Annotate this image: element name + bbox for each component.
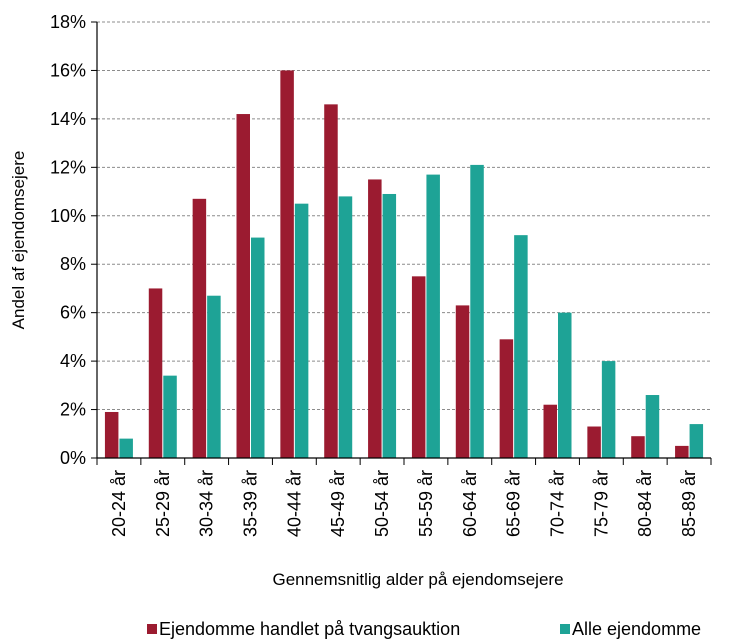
bar-tvangsauktion: [455, 305, 470, 458]
bar-alle-ejendomme: [601, 361, 616, 458]
bar-tvangsauktion: [675, 445, 689, 458]
y-tick-label: 14%: [50, 109, 86, 129]
bar-tvangsauktion: [543, 404, 557, 458]
bar-alle-ejendomme: [426, 174, 440, 458]
bar-alle-ejendomme: [382, 193, 397, 458]
bar-alle-ejendomme: [207, 295, 221, 458]
axes: [91, 21, 712, 465]
x-tick-label: 80-84 år: [635, 470, 655, 537]
x-tick-label: 25-29 år: [153, 470, 173, 537]
x-tick-label: 75-79 år: [591, 470, 611, 537]
bar-tvangsauktion: [368, 179, 382, 458]
x-tick-label: 55-59 år: [416, 470, 436, 537]
x-tick-labels: 20-24 år 25-29 år 30-34 år 35-39 år 40-44 år…: [109, 470, 699, 537]
y-tick-labels: 0% 2% 4% 6% 8% 10% 12% 14% 16% 18%: [50, 12, 86, 468]
x-tick-label: 30-34 år: [197, 470, 217, 537]
legend-label: Alle ejendomme: [572, 619, 701, 639]
bar-tvangsauktion: [104, 411, 119, 458]
legend-label: Ejendomme handlet på tvangsauktion: [159, 619, 460, 639]
bar-tvangsauktion: [499, 339, 514, 458]
bar-tvangsauktion: [324, 104, 338, 458]
y-tick-label: 4%: [60, 351, 86, 371]
bar-alle-ejendomme: [338, 196, 353, 458]
gridlines: [97, 21, 711, 411]
y-axis-title: Andel af ejendomsejere: [9, 151, 28, 330]
legend: Ejendomme handlet på tvangsauktion Alle e…: [147, 619, 701, 639]
bar-alle-ejendomme: [470, 164, 484, 458]
x-tick-label: 70-74 år: [548, 470, 568, 537]
bars: [104, 70, 704, 459]
bar-tvangsauktion: [236, 114, 250, 459]
x-tick-label: 20-24 år: [109, 470, 129, 537]
bar-alle-ejendomme: [119, 438, 133, 458]
y-tick-label: 12%: [50, 157, 86, 177]
x-tick-label: 50-54 år: [372, 470, 392, 537]
bar-alle-ejendomme: [163, 375, 177, 458]
bar-tvangsauktion: [631, 436, 645, 458]
bar-tvangsauktion: [148, 288, 163, 458]
bar-alle-ejendomme: [689, 424, 704, 458]
bar-tvangsauktion: [411, 276, 426, 458]
x-axis-title: Gennemsnitlig alder på ejendomsejere: [272, 570, 563, 589]
legend-swatch: [147, 624, 157, 634]
y-tick-label: 6%: [60, 303, 86, 323]
bar-tvangsauktion: [192, 198, 207, 459]
y-tick-label: 2%: [60, 400, 86, 420]
bar-tvangsauktion: [280, 70, 294, 458]
x-tick-label: 45-49 år: [328, 470, 348, 537]
y-tick-label: 8%: [60, 254, 86, 274]
x-tick-label: 35-39 år: [241, 470, 261, 537]
y-tick-label: 10%: [50, 206, 86, 226]
bar-alle-ejendomme: [514, 235, 528, 458]
bar-alle-ejendomme: [645, 395, 660, 458]
bar-alle-ejendomme: [294, 203, 309, 458]
y-tick-label: 16%: [50, 60, 86, 80]
x-tick-label: 85-89 år: [679, 470, 699, 537]
x-tick-label: 40-44 år: [284, 470, 304, 537]
x-tick-label: 65-69 år: [504, 470, 524, 537]
bar-alle-ejendomme: [558, 312, 572, 458]
y-tick-label: 18%: [50, 12, 86, 32]
x-tick-label: 60-64 år: [460, 470, 480, 537]
legend-swatch: [560, 624, 570, 634]
bar-tvangsauktion: [587, 426, 601, 458]
y-tick-label: 0%: [60, 448, 86, 468]
bar-alle-ejendomme: [251, 237, 265, 458]
